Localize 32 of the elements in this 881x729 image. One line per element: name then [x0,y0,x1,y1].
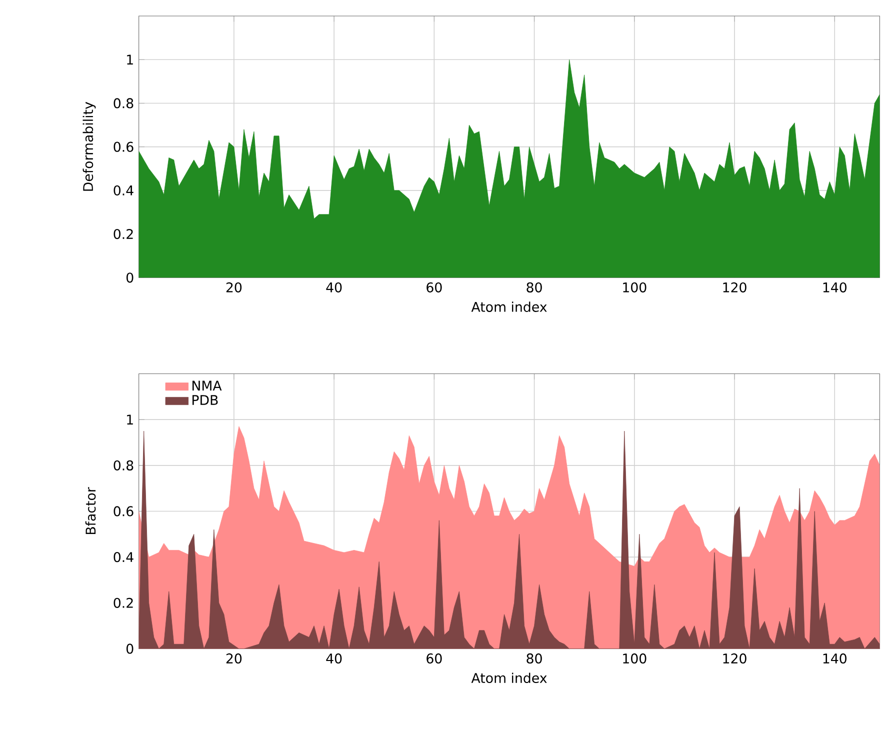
legend-label: NMA [192,380,222,391]
x-tick-label: 60 [426,282,442,293]
y-tick-label: 1 [127,414,133,425]
y-axis-title: Deformability [82,102,96,191]
x-axis-title: Atom index [471,672,547,684]
x-tick-label: 60 [426,654,442,664]
y-tick-label: 0.8 [114,460,134,471]
x-tick-label: 120 [723,282,746,293]
x-tick-label: 100 [623,282,646,293]
y-tick-label: 0 [126,272,134,283]
x-axis-title: Atom index [471,302,547,312]
y-tick-label: 0.8 [114,98,134,108]
x-tick-label: 40 [326,654,342,664]
y-tick-label: 0.6 [114,142,134,152]
y-tick-label: 0.4 [114,552,134,562]
x-tick-label: 140 [823,654,846,664]
x-tick-label: 80 [526,282,542,293]
y-tick-label: 0.2 [114,598,133,608]
y-tick-label: 0.6 [114,506,134,516]
y-tick-label: 1 [127,54,133,65]
x-tick-label: 120 [723,654,746,664]
y-tick-label: 0.2 [114,229,133,240]
y-tick-label: 0.4 [114,185,134,196]
x-tick-label: 140 [823,282,846,293]
x-tick-label: 100 [623,654,646,664]
legend-label: PDB [192,395,218,405]
x-tick-label: 40 [326,282,342,293]
x-tick-label: 20 [226,654,242,664]
x-tick-label: 20 [226,282,242,293]
y-tick-label: 0 [126,644,134,654]
x-tick-label: 80 [526,654,542,664]
y-axis-title: Bfactor [85,487,96,534]
